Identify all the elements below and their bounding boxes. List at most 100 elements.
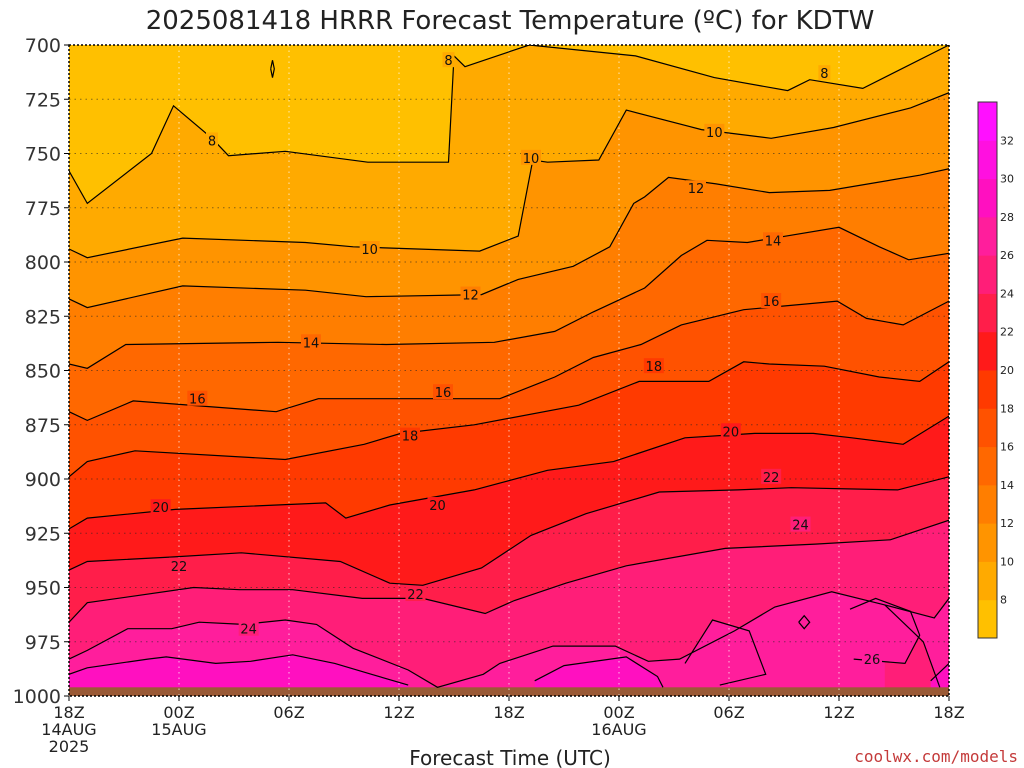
y-tick-label: 925 <box>25 523 61 545</box>
contour-label: 8 <box>444 54 452 69</box>
contour-label: 24 <box>792 519 809 534</box>
colorbar-label: 16 <box>1000 441 1014 454</box>
contour-layer <box>69 45 949 688</box>
contour-label-bg <box>761 293 782 309</box>
contour-label-bg <box>405 586 426 602</box>
contour-line-14 <box>69 226 949 369</box>
colorbar-swatch <box>978 599 997 639</box>
cell-fill-12 <box>850 598 920 696</box>
contour-label-bg <box>150 499 171 515</box>
contour-label-bg <box>704 123 725 139</box>
x-tick-label: 14AUG <box>41 720 96 739</box>
contour-line-26 <box>849 597 921 665</box>
contour-line-20 <box>69 415 949 530</box>
contour-label: 10 <box>361 243 378 258</box>
colorbar-label: 24 <box>1000 287 1014 300</box>
x-tick-label: 18Z <box>53 703 84 722</box>
contour-label-bg <box>643 358 664 374</box>
contour-label-bg <box>238 620 259 636</box>
x-tick-label: 16AUG <box>591 720 646 739</box>
colorbar-swatch <box>978 408 997 448</box>
contour-label-bg <box>206 132 218 148</box>
cell-fill-16 <box>534 656 663 696</box>
contour-line-8 <box>69 45 949 205</box>
y-axis: 700 725 750 775 800 825 850 875 900 925 950 975 1000 <box>13 35 69 708</box>
contour-label-bg <box>761 468 782 484</box>
x-tick-label: 00Z <box>163 703 194 722</box>
contour-line-24 <box>884 604 941 688</box>
y-tick-label: 975 <box>25 632 61 654</box>
contour-label: 22 <box>763 471 780 486</box>
colorbar-label: 12 <box>1000 517 1014 530</box>
contour-line-26 <box>69 591 949 688</box>
y-tick-label: 800 <box>25 252 61 274</box>
contour-label-bg <box>790 516 811 532</box>
contour-label: 14 <box>303 336 320 351</box>
x-axis-title: Forecast Time (UTC) <box>409 746 611 768</box>
contour-label: 14 <box>765 234 782 249</box>
colorbar-label: 8 <box>1000 594 1007 607</box>
colorbar-swatch <box>978 102 997 141</box>
colorbar-swatch <box>978 561 997 601</box>
contour-label: 26 <box>864 653 881 668</box>
contour-line-26 <box>684 619 767 686</box>
contour-line-16 <box>69 300 949 422</box>
y-tick-label: 700 <box>25 35 61 57</box>
contour-label-bg <box>720 423 741 439</box>
contour-label: 8 <box>208 134 216 149</box>
contour-label-bg <box>187 390 208 406</box>
colorbar-swatch <box>978 293 997 333</box>
colorbar-swatch <box>978 216 997 256</box>
ground-layer <box>69 687 949 696</box>
colorbar-swatch <box>978 484 997 524</box>
x-tick-label: 12Z <box>383 703 414 722</box>
contour-label: 10 <box>523 152 540 167</box>
cell-fill-15 <box>69 654 409 696</box>
contour-line-12 <box>69 168 949 309</box>
colorbar: 8 10 12 14 16 18 20 22 24 26 28 30 32 <box>977 101 1014 639</box>
colorbar-label: 14 <box>1000 479 1014 492</box>
y-tick-label: 725 <box>25 89 61 111</box>
colorbar-label: 18 <box>1000 402 1014 415</box>
x-tick-label: 18Z <box>933 703 964 722</box>
credit-text: coolwx.com/models <box>854 747 1018 766</box>
contour-label: 8 <box>820 67 828 82</box>
y-tick-label: 1000 <box>13 686 61 708</box>
contour-label: 20 <box>429 499 446 514</box>
colorbar-label: 28 <box>1000 211 1014 224</box>
colorbar-label: 20 <box>1000 364 1014 377</box>
plot-area: 8 8 8 10 10 10 12 12 14 14 16 16 16 18 18 20 20 20 22 22 22 2… <box>69 45 949 696</box>
colorbar-label: 22 <box>1000 326 1014 339</box>
colorbar-swatch <box>978 446 997 486</box>
x-tick-label: 00Z <box>603 703 634 722</box>
cell-fill-11 <box>685 620 766 696</box>
contour-label: 22 <box>407 588 424 603</box>
contour-line-28 <box>930 662 949 682</box>
contour-label: 24 <box>240 623 257 638</box>
contour-label-bg <box>686 180 706 196</box>
y-tick-label: 775 <box>25 198 61 220</box>
contour-label: 12 <box>462 289 479 304</box>
y-tick-label: 825 <box>25 306 61 328</box>
ground-fill <box>69 687 949 696</box>
colorbar-swatch <box>978 370 997 409</box>
contour-line-18 <box>69 361 949 478</box>
contour-label-bg <box>427 497 448 513</box>
contour-label-bg <box>818 65 831 81</box>
colorbar-label: 30 <box>1000 173 1014 186</box>
colorbar-swatch <box>978 523 997 562</box>
contour-label: 10 <box>706 126 723 141</box>
contour-label: 20 <box>723 425 740 440</box>
contour-label: 18 <box>646 360 663 375</box>
contour-label-layer: 8 8 8 10 10 10 12 12 14 14 16 16 16 18 18 20 20 20 22 22 22 2… <box>150 52 882 668</box>
contour-line-26 <box>798 614 811 630</box>
contour-label-bg <box>169 557 189 573</box>
colorbar-swatch <box>978 331 997 371</box>
contour-line-24 <box>69 519 949 623</box>
contour-label-bg <box>442 52 455 68</box>
y-tick-label: 875 <box>25 415 61 437</box>
colorbar-label: 26 <box>1000 249 1014 262</box>
contour-label: 22 <box>171 560 188 575</box>
